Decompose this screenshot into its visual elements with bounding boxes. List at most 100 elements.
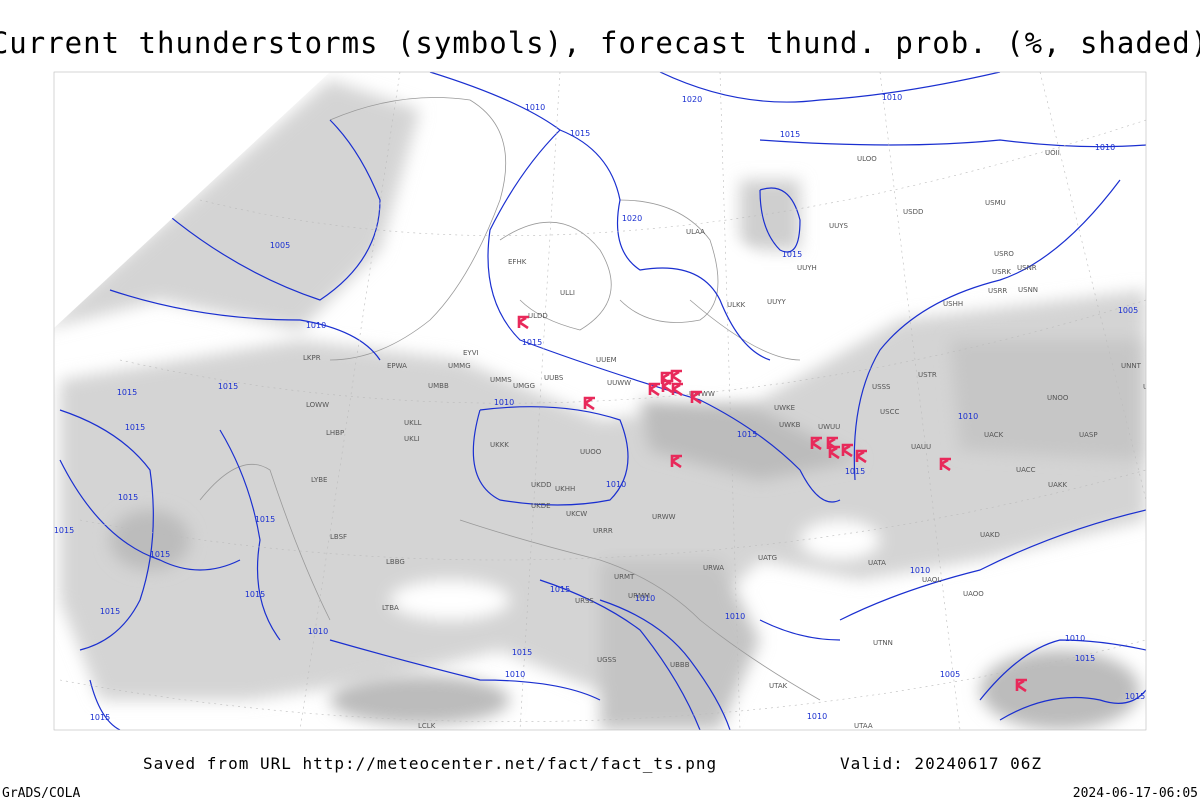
- station-label: UGSS: [597, 656, 617, 664]
- station-label: LKPR: [303, 354, 321, 362]
- valid-time: Valid: 20240617 06Z: [840, 754, 1042, 773]
- isobar-label: 1015: [845, 467, 865, 476]
- isobar-label: 1005: [940, 670, 960, 679]
- isobar-label: 1015: [255, 515, 275, 524]
- timestamp: 2024-06-17-06:05: [1073, 786, 1198, 800]
- station-label: UBBB: [670, 661, 690, 669]
- isobar-label: 1015: [782, 250, 802, 259]
- station-label: USTR: [918, 371, 937, 379]
- isobar-label: 1010: [1095, 143, 1115, 152]
- station-label: UUYY: [767, 298, 787, 306]
- isobar-label: 1015: [522, 338, 542, 347]
- station-label: USCC: [880, 408, 899, 416]
- isobar-label: 1010: [505, 670, 525, 679]
- station-label: UMBB: [428, 382, 449, 390]
- station-label: USRR: [988, 287, 1007, 295]
- isobar-label: 1010: [635, 594, 655, 603]
- isobar-label: 1010: [725, 612, 745, 621]
- isobar-label: 1010: [807, 712, 827, 721]
- thunderstorm-symbol: [661, 379, 673, 394]
- station-label: USSS: [872, 383, 891, 391]
- station-label: URWW: [652, 513, 676, 521]
- station-label: LHBP: [326, 429, 344, 437]
- thunderstorm-symbol: [828, 445, 840, 460]
- station-label: UASP: [1079, 431, 1098, 439]
- isobar-label: 1015: [570, 129, 590, 138]
- thunderstorm-symbol: [517, 315, 529, 330]
- isobar-label: 1020: [682, 95, 702, 104]
- thunderstorm-symbol: [841, 443, 853, 458]
- station-label: UUEM: [596, 356, 617, 364]
- station-label: EFHK: [508, 258, 527, 266]
- title: Current thunderstorms (symbols), forecas…: [0, 26, 1200, 60]
- station-label: USDD: [903, 208, 923, 216]
- station-label: USNN: [1018, 286, 1038, 294]
- station-label: UKHH: [555, 485, 575, 493]
- isobar-label: 1015: [100, 607, 120, 616]
- thunderstorm-symbol: [670, 369, 682, 384]
- software-credit: GrADS/COLA: [2, 786, 80, 800]
- isobar-label: 1010: [494, 398, 514, 407]
- station-label: UAOO: [963, 590, 984, 598]
- thunderstorm-symbol: [671, 382, 683, 397]
- station-label: EPWA: [387, 362, 407, 370]
- station-label: UTNN: [873, 639, 893, 647]
- isobar-label: 1010: [306, 321, 326, 330]
- isobar-label: 1015: [117, 388, 137, 397]
- station-label: UAUU: [911, 443, 931, 451]
- station-label: LTBA: [382, 604, 399, 612]
- station-label: UKKK: [490, 441, 509, 449]
- thunderstorm-symbol: [855, 449, 867, 464]
- station-label: UACC: [1016, 466, 1036, 474]
- station-label: LBBG: [386, 558, 405, 566]
- station-label: URRR: [593, 527, 613, 535]
- station-label: ULOO: [857, 155, 877, 163]
- isobar-label: 1015: [218, 382, 238, 391]
- station-label: UNNT: [1121, 362, 1142, 370]
- station-label: UTAK: [769, 682, 788, 690]
- station-label: UNOO: [1047, 394, 1069, 402]
- station-label: UATG: [758, 554, 777, 562]
- thunderstorm-symbol: [1015, 678, 1027, 693]
- station-label: UWKE: [774, 404, 795, 412]
- isobar-label: 1005: [270, 241, 290, 250]
- isobar-label: 1005: [1118, 306, 1138, 315]
- station-label: UWUU: [818, 423, 840, 431]
- station-label: ULLI: [560, 289, 575, 297]
- isobar-label: 1010: [1065, 634, 1085, 643]
- thunderstorm-symbol: [670, 454, 682, 469]
- isobar-label: 1015: [125, 423, 145, 432]
- station-label: UKCW: [566, 510, 587, 518]
- station-label: ULKK: [727, 301, 746, 309]
- isobar-label: 1015: [90, 713, 110, 722]
- thunderstorm-symbol: [810, 436, 822, 451]
- station-label: LYBE: [311, 476, 327, 484]
- station-label: USMU: [985, 199, 1006, 207]
- station-label: UMMG: [448, 362, 471, 370]
- station-label: URWA: [703, 564, 724, 572]
- station-label: LBSF: [330, 533, 347, 541]
- station-label: UAKD: [980, 531, 1000, 539]
- station-label: LOWW: [306, 401, 329, 409]
- station-label: UWWW: [689, 390, 715, 398]
- map-area: 1010 1020 1010 1015 1015 1010 1005 1020 1015 1010…: [54, 72, 1146, 730]
- thunderstorm-symbol: [690, 390, 702, 405]
- station-label: UUBS: [544, 374, 564, 382]
- station-label: UWKB: [779, 421, 801, 429]
- isobar-label: 1015: [245, 590, 265, 599]
- station-label: USHH: [943, 300, 963, 308]
- station-label: UKDD: [531, 481, 552, 489]
- station-label: ULAA: [686, 228, 705, 236]
- station-label: UUYS: [829, 222, 849, 230]
- isobar-label: 1015: [118, 493, 138, 502]
- thunderstorm-symbol: [939, 457, 951, 472]
- station-label: UMMS: [490, 376, 512, 384]
- station-label: UMGG: [513, 382, 535, 390]
- station-label: UKLI: [404, 435, 420, 443]
- isobar-label: 1015: [54, 526, 74, 535]
- isobar-label: 1015: [150, 550, 170, 559]
- thunderstorm-symbol: [583, 396, 595, 411]
- station-label: URMT: [614, 573, 635, 581]
- station-label: UACK: [984, 431, 1004, 439]
- station-label: UUWW: [607, 379, 631, 387]
